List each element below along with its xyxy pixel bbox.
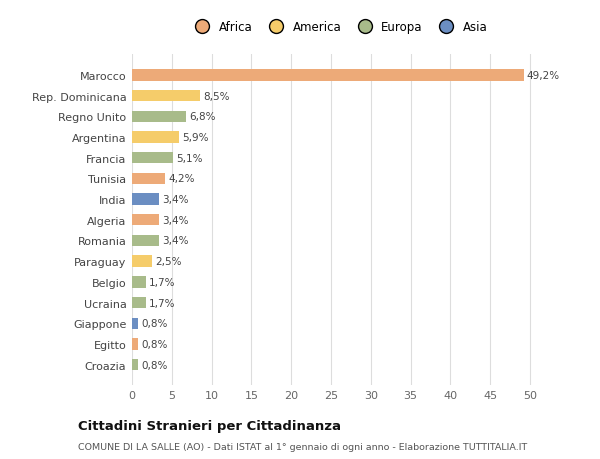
Text: 1,7%: 1,7% — [149, 298, 175, 308]
Text: 3,4%: 3,4% — [162, 236, 189, 246]
Bar — [132, 194, 159, 205]
Text: 3,4%: 3,4% — [162, 195, 189, 205]
Legend: Africa, America, Europa, Asia: Africa, America, Europa, Asia — [190, 21, 488, 34]
Bar — [132, 153, 173, 164]
Text: 5,1%: 5,1% — [176, 153, 202, 163]
Bar — [132, 359, 139, 370]
Text: 0,8%: 0,8% — [142, 319, 168, 329]
Bar — [132, 318, 139, 329]
Bar — [132, 256, 152, 267]
Bar — [132, 215, 159, 226]
Text: 0,8%: 0,8% — [142, 339, 168, 349]
Text: 49,2%: 49,2% — [527, 71, 560, 81]
Bar — [132, 112, 186, 123]
Bar — [132, 277, 146, 288]
Text: Cittadini Stranieri per Cittadinanza: Cittadini Stranieri per Cittadinanza — [78, 419, 341, 432]
Text: 6,8%: 6,8% — [190, 112, 216, 122]
Bar — [132, 235, 159, 246]
Bar — [132, 174, 166, 185]
Text: 4,2%: 4,2% — [169, 174, 195, 184]
Bar — [132, 339, 139, 350]
Text: 5,9%: 5,9% — [182, 133, 209, 143]
Bar — [132, 91, 200, 102]
Text: 0,8%: 0,8% — [142, 360, 168, 370]
Text: 2,5%: 2,5% — [155, 257, 182, 267]
Text: COMUNE DI LA SALLE (AO) - Dati ISTAT al 1° gennaio di ogni anno - Elaborazione T: COMUNE DI LA SALLE (AO) - Dati ISTAT al … — [78, 442, 527, 451]
Text: 1,7%: 1,7% — [149, 277, 175, 287]
Text: 3,4%: 3,4% — [162, 215, 189, 225]
Bar — [132, 297, 146, 308]
Bar — [132, 70, 524, 81]
Text: 8,5%: 8,5% — [203, 91, 229, 101]
Bar — [132, 132, 179, 143]
